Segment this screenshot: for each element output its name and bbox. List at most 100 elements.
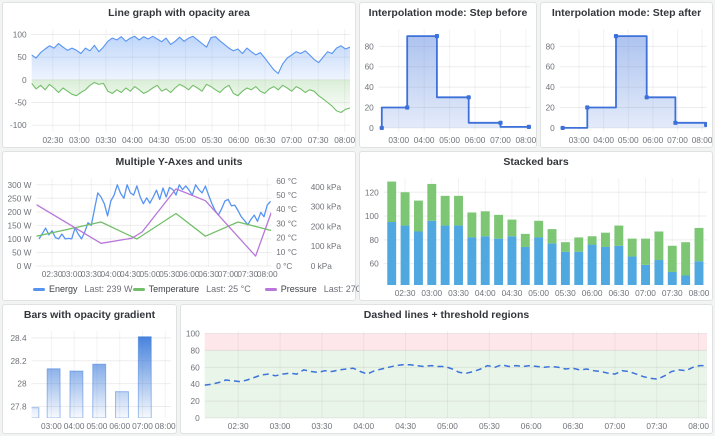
legend-last-value: Last: 25 °C: [206, 284, 251, 294]
panel-multi-y-axes: Multiple Y-Axes and units 0 W 50 W 100 W 15…: [2, 151, 379, 301]
panel-title[interactable]: Line graph with opacity area: [108, 6, 250, 19]
legend-item-temperature[interactable]: Temperature Last: 25 °C: [132, 284, 251, 294]
svg-text:04:00: 04:00: [100, 269, 121, 279]
svg-text:06:30: 06:30: [255, 135, 276, 145]
svg-text:80: 80: [365, 41, 375, 51]
svg-text:200 W: 200 W: [8, 207, 32, 217]
svg-text:50 W: 50 W: [12, 247, 32, 257]
svg-text:0 kPa: 0 kPa: [311, 261, 333, 271]
svg-text:06:00: 06:00: [582, 288, 603, 298]
panel-title[interactable]: Dashed lines + threshold regions: [363, 308, 530, 321]
svg-text:06:30: 06:30: [608, 288, 629, 298]
svg-text:03:30: 03:30: [81, 269, 102, 279]
svg-text:02:30: 02:30: [395, 288, 416, 298]
svg-text:150 W: 150 W: [8, 220, 32, 230]
svg-text:-50: -50: [15, 98, 27, 108]
svg-text:05:30: 05:30: [479, 421, 500, 431]
svg-text:07:00: 07:00: [281, 135, 302, 145]
svg-text:06:00: 06:00: [642, 135, 663, 145]
svg-text:80: 80: [369, 235, 379, 245]
svg-text:0 °C: 0 °C: [276, 261, 292, 271]
panel-line-opacity-area: Line graph with opacity area -100 -50 0 50 1…: [2, 2, 356, 148]
svg-text:40: 40: [190, 379, 200, 389]
svg-text:200 kPa: 200 kPa: [311, 221, 342, 231]
svg-text:-100: -100: [10, 120, 27, 130]
chart-dashed-threshold[interactable]: 0 20 40 60 80 100 02:30 03:00 03:30 04:00 04:30 05:…: [181, 324, 712, 433]
svg-text:60: 60: [365, 62, 375, 72]
svg-text:05:00: 05:00: [175, 135, 196, 145]
svg-text:100: 100: [365, 211, 379, 221]
svg-text:08:00: 08:00: [516, 135, 536, 145]
legend-item-pressure[interactable]: Pressure Last: 270 kPa: [264, 284, 379, 294]
svg-text:50 °C: 50 °C: [276, 190, 297, 200]
chart-step-before[interactable]: 0 20 40 60 80 03:00 04:00 05:00 06:00 07:00 08:00: [360, 22, 536, 147]
panel-step-before: Interpolation mode: Step before 0 20 40 60 8…: [359, 2, 537, 148]
svg-text:06:00: 06:00: [179, 269, 200, 279]
svg-text:05:00: 05:00: [439, 135, 460, 145]
panel-title[interactable]: Bars with opacity gradient: [23, 308, 156, 321]
chart-gradient-bars[interactable]: 27.8 28 28.2 28.4 03:00 04:00 05:00 06:00 07:00 0…: [3, 324, 176, 433]
svg-text:80: 80: [546, 41, 556, 51]
legend-marker-temperature: [132, 287, 145, 291]
svg-text:04:00: 04:00: [593, 135, 614, 145]
svg-text:05:00: 05:00: [528, 288, 549, 298]
svg-text:08:00: 08:00: [155, 421, 176, 431]
svg-text:02:30: 02:30: [228, 421, 249, 431]
svg-text:06:00: 06:00: [521, 421, 542, 431]
svg-text:28.2: 28.2: [10, 356, 27, 366]
panel-gradient-bars: Bars with opacity gradient 27.8 28 28.2 28.…: [2, 304, 177, 434]
svg-text:60: 60: [369, 259, 379, 269]
svg-text:30 °C: 30 °C: [276, 218, 297, 228]
svg-text:100: 100: [13, 29, 27, 39]
svg-text:80: 80: [190, 345, 200, 355]
svg-text:06:30: 06:30: [563, 421, 584, 431]
legend-label: Pressure: [280, 284, 317, 294]
svg-text:08:00: 08:00: [689, 288, 710, 298]
svg-text:10 °C: 10 °C: [276, 247, 297, 257]
chart-multi-y-axes[interactable]: 0 W 50 W 100 W 150 W 200 W 250 W 300 W 0 °C 10 °…: [3, 171, 355, 281]
svg-text:07:00: 07:00: [605, 421, 626, 431]
svg-text:06:00: 06:00: [109, 421, 130, 431]
legend-last-value: Last: 239 W: [84, 284, 133, 294]
svg-text:05:30: 05:30: [202, 135, 223, 145]
svg-text:120: 120: [365, 187, 379, 197]
legend-marker-pressure: [264, 287, 277, 291]
panel-title[interactable]: Interpolation mode: Step before: [368, 6, 528, 19]
svg-text:04:00: 04:00: [122, 135, 143, 145]
legend-marker-energy: [33, 287, 45, 291]
svg-text:04:30: 04:30: [149, 135, 170, 145]
svg-text:08:00: 08:00: [688, 421, 709, 431]
chart-step-after[interactable]: 0 20 40 60 80 03:00 04:00 05:00 06:00 07:00 08:00: [541, 22, 712, 147]
svg-text:04:00: 04:00: [414, 135, 435, 145]
chart-stacked-bars[interactable]: 60 80 100 120 02:30 03:00 03:30 04:00 04:30 05:00…: [360, 171, 712, 300]
svg-text:03:30: 03:30: [312, 421, 333, 431]
legend-label: Energy: [49, 284, 78, 294]
svg-text:02:30: 02:30: [42, 269, 63, 279]
svg-text:05:00: 05:00: [437, 421, 458, 431]
svg-text:07:30: 07:30: [237, 269, 258, 279]
svg-text:08:00: 08:00: [334, 135, 355, 145]
legend-item-energy[interactable]: Energy Last: 239 W: [33, 284, 133, 294]
legend-last-value: Last: 270 kPa: [323, 284, 379, 294]
svg-text:05:00: 05:00: [87, 421, 108, 431]
svg-text:08:00: 08:00: [257, 269, 278, 279]
svg-text:04:30: 04:30: [395, 421, 416, 431]
svg-text:07:00: 07:00: [218, 269, 239, 279]
svg-text:0: 0: [195, 413, 200, 423]
panel-title[interactable]: Stacked bars: [503, 155, 569, 168]
svg-text:50: 50: [17, 52, 27, 62]
svg-text:40: 40: [546, 82, 556, 92]
legend: Energy Last: 239 W Temperature Last: 25 …: [3, 281, 379, 300]
svg-text:04:00: 04:00: [353, 421, 374, 431]
svg-text:06:00: 06:00: [465, 135, 486, 145]
panel-title[interactable]: Interpolation mode: Step after: [551, 6, 702, 19]
svg-text:03:00: 03:00: [41, 421, 62, 431]
svg-text:20: 20: [190, 396, 200, 406]
svg-text:0: 0: [550, 123, 555, 133]
svg-text:03:00: 03:00: [61, 269, 82, 279]
panel-title[interactable]: Multiple Y-Axes and units: [115, 155, 243, 168]
svg-text:07:30: 07:30: [308, 135, 329, 145]
chart-line-opacity-area[interactable]: -100 -50 0 50 100 02:30 03:00 03:30 04:00 04:30 05…: [3, 22, 355, 147]
svg-text:07:00: 07:00: [635, 288, 656, 298]
svg-text:03:00: 03:00: [69, 135, 90, 145]
